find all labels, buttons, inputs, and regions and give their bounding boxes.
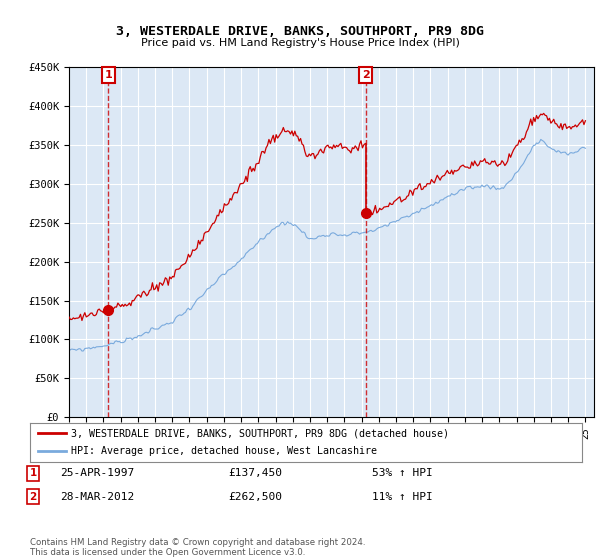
Bar xyxy=(109,67,365,417)
Text: Price paid vs. HM Land Registry's House Price Index (HPI): Price paid vs. HM Land Registry's House … xyxy=(140,38,460,48)
Text: 53% ↑ HPI: 53% ↑ HPI xyxy=(372,468,433,478)
Text: 1: 1 xyxy=(29,468,37,478)
Text: £137,450: £137,450 xyxy=(228,468,282,478)
Text: 11% ↑ HPI: 11% ↑ HPI xyxy=(372,492,433,502)
Text: 2: 2 xyxy=(29,492,37,502)
Text: HPI: Average price, detached house, West Lancashire: HPI: Average price, detached house, West… xyxy=(71,446,377,456)
Text: 1: 1 xyxy=(104,70,112,80)
Text: 3, WESTERDALE DRIVE, BANKS, SOUTHPORT, PR9 8DG (detached house): 3, WESTERDALE DRIVE, BANKS, SOUTHPORT, P… xyxy=(71,428,449,438)
Text: 28-MAR-2012: 28-MAR-2012 xyxy=(60,492,134,502)
Text: 3, WESTERDALE DRIVE, BANKS, SOUTHPORT, PR9 8DG: 3, WESTERDALE DRIVE, BANKS, SOUTHPORT, P… xyxy=(116,25,484,38)
Text: £262,500: £262,500 xyxy=(228,492,282,502)
Text: 2: 2 xyxy=(362,70,370,80)
Text: 25-APR-1997: 25-APR-1997 xyxy=(60,468,134,478)
Text: Contains HM Land Registry data © Crown copyright and database right 2024.
This d: Contains HM Land Registry data © Crown c… xyxy=(30,538,365,557)
